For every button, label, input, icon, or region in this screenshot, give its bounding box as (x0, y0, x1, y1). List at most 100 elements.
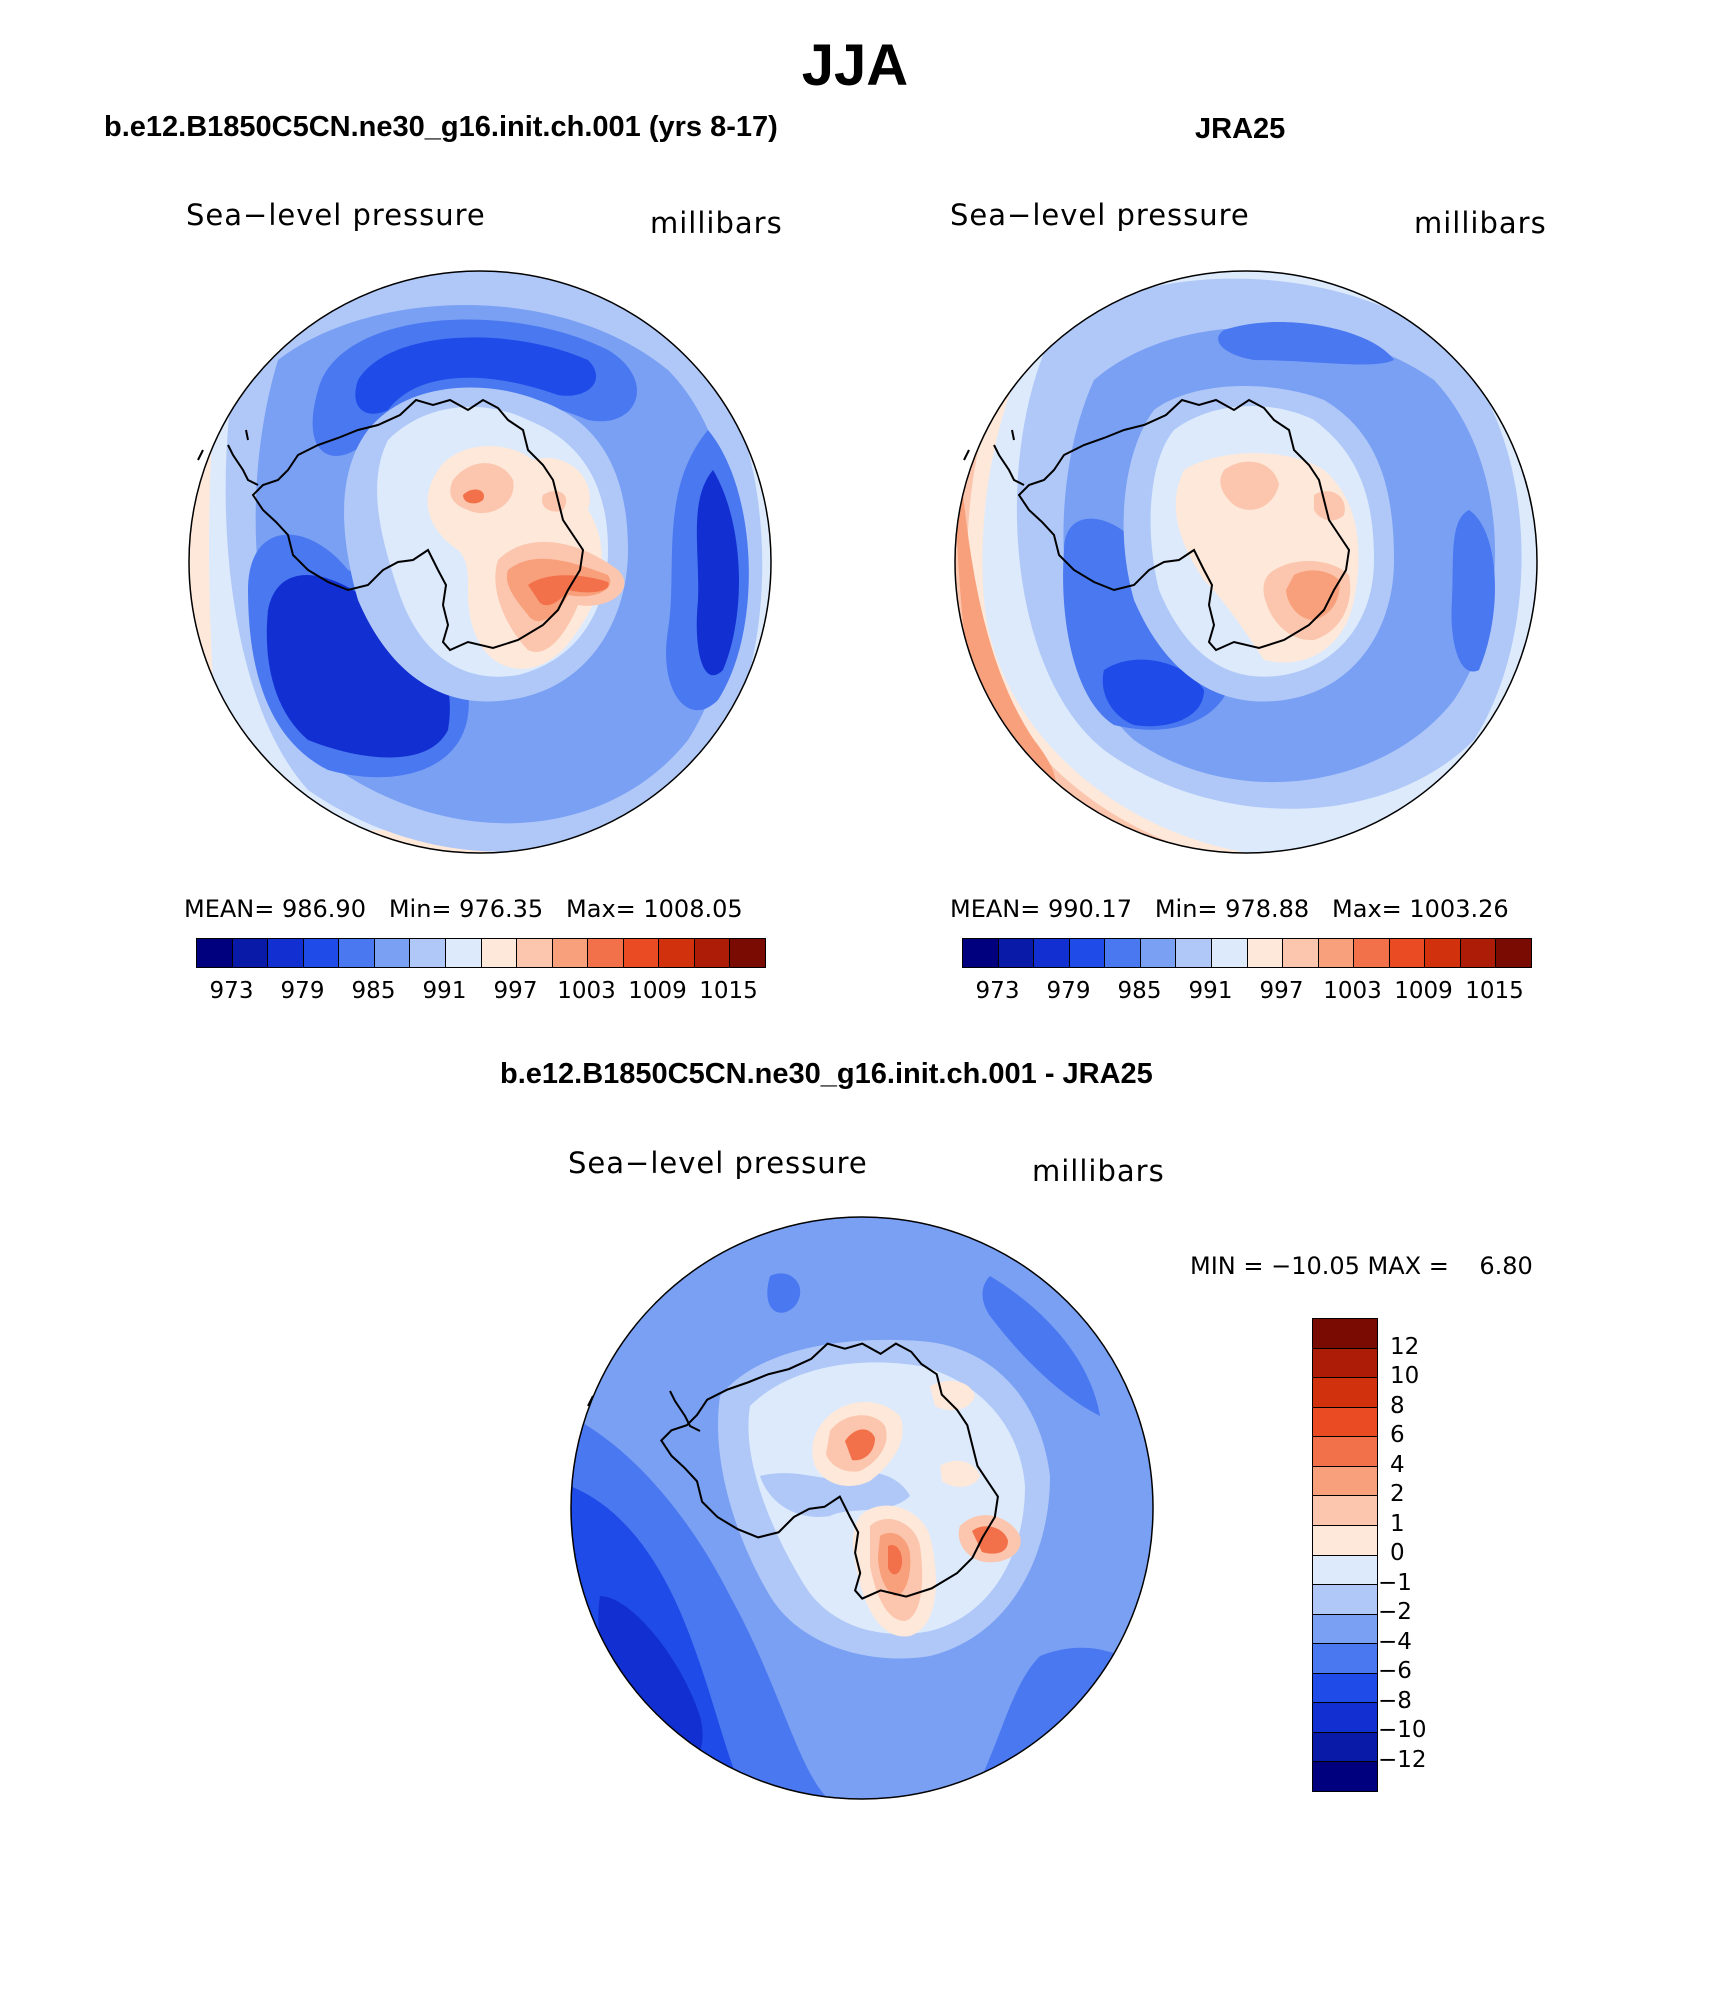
colorbar-tick-label: −8 (1378, 1687, 1412, 1714)
colorbar-tick-label: 979 (280, 978, 325, 1004)
colorbar-tick-label: 997 (1259, 978, 1304, 1004)
colorbar-swatch (517, 939, 553, 967)
colorbar-tick-label: 8 (1390, 1392, 1405, 1419)
colorbar-tick-label: 1 (1390, 1510, 1405, 1537)
colorbar-tick-label: 10 (1390, 1363, 1420, 1389)
colorbar-swatch (1034, 939, 1070, 967)
model-map-border (188, 270, 772, 854)
colorbar-swatch (1313, 1585, 1377, 1615)
diff-polar-map (570, 1216, 1154, 1800)
obs-polar-map (954, 270, 1538, 854)
colorbar-swatch (1389, 939, 1426, 967)
colorbar-swatch (481, 939, 518, 967)
colorbar-tick-label: 973 (975, 978, 1020, 1004)
model-stats: MEAN= 986.90 Min= 976.35 Max= 1008.05 (184, 895, 743, 923)
colorbar-swatch (1313, 1407, 1377, 1438)
colorbar-swatch (1354, 939, 1390, 967)
colorbar-tick-label: 2 (1390, 1481, 1405, 1507)
colorbar-tick-label: 0 (1390, 1540, 1405, 1566)
colorbar-tick-label: 973 (209, 978, 254, 1004)
obs-panel-title: JRA25 (1195, 113, 1286, 145)
model-colorbar (196, 938, 766, 968)
page-title: JJA (801, 33, 909, 98)
model-variable-label: Sea−level pressure (186, 198, 486, 232)
colorbar-swatch (445, 939, 482, 967)
colorbar-swatch (623, 939, 660, 967)
colorbar-tick-label: 991 (422, 978, 467, 1004)
colorbar-swatch (374, 939, 411, 967)
diff-stats: MIN = −10.05 MAX = 6.80 (1190, 1252, 1533, 1280)
colorbar-swatch (1313, 1732, 1377, 1763)
diff-map-border (570, 1216, 1154, 1800)
colorbar-swatch (730, 939, 765, 967)
colorbar-tick-label: −4 (1378, 1628, 1412, 1655)
colorbar-tick-label: −10 (1378, 1717, 1427, 1743)
colorbar-swatch (1140, 939, 1177, 967)
colorbar-swatch (410, 939, 446, 967)
obs-map-border (954, 270, 1538, 854)
colorbar-swatch (1313, 1319, 1377, 1349)
colorbar-swatch (1460, 939, 1497, 967)
diff-units-label: millibars (1032, 1154, 1165, 1188)
colorbar-tick-label: 985 (1117, 978, 1162, 1004)
colorbar-swatch (588, 939, 624, 967)
obs-coastline (963, 398, 1351, 652)
model-units-label: millibars (650, 206, 783, 240)
colorbar-swatch (1069, 939, 1106, 967)
obs-variable-label: Sea−level pressure (950, 198, 1250, 232)
colorbar-tick-label: 985 (351, 978, 396, 1004)
colorbar-swatch (1313, 1673, 1377, 1704)
obs-units-label: millibars (1414, 206, 1547, 240)
colorbar-swatch (1176, 939, 1212, 967)
colorbar-swatch (1496, 939, 1531, 967)
colorbar-tick-label: 6 (1390, 1422, 1405, 1448)
model-coastline (197, 398, 585, 652)
colorbar-swatch (1283, 939, 1319, 967)
colorbar-swatch (1313, 1644, 1377, 1674)
obs-contour-fill (955, 271, 1537, 853)
model-panel-title: b.e12.B1850C5CN.ne30_g16.init.ch.001 (yr… (104, 111, 778, 143)
colorbar-tick-label: 991 (1188, 978, 1233, 1004)
colorbar-tick-label: 4 (1390, 1451, 1405, 1478)
colorbar-tick-label: 1015 (699, 978, 758, 1004)
colorbar-swatch (1313, 1348, 1377, 1379)
colorbar-swatch (1247, 939, 1284, 967)
colorbar-tick-label: 1009 (628, 978, 687, 1004)
diff-colorbar-ticks: 12 10 8 6 4 2 1 0 −1 −2 −4 −6 −8 −10 −12 (1378, 1318, 1466, 1790)
colorbar-swatch (1425, 939, 1461, 967)
model-polar-map (188, 270, 772, 854)
colorbar-tick-label: −12 (1378, 1746, 1427, 1773)
colorbar-swatch (963, 939, 999, 967)
model-colorbar-ticks: 973 979 985 991 997 1003 1009 1015 (196, 978, 764, 1008)
colorbar-swatch (232, 939, 269, 967)
colorbar-swatch (1313, 1555, 1377, 1586)
colorbar-swatch (659, 939, 695, 967)
colorbar-swatch (1105, 939, 1141, 967)
colorbar-tick-label: 1015 (1465, 978, 1524, 1004)
colorbar-tick-label: 997 (493, 978, 538, 1004)
colorbar-swatch (998, 939, 1035, 967)
colorbar-swatch (1313, 1703, 1377, 1733)
colorbar-swatch (339, 939, 375, 967)
colorbar-swatch (197, 939, 233, 967)
colorbar-swatch (1313, 1378, 1377, 1408)
colorbar-swatch (552, 939, 589, 967)
diff-variable-label: Sea−level pressure (568, 1146, 868, 1180)
colorbar-tick-label: −2 (1378, 1599, 1412, 1625)
colorbar-tick-label: 979 (1046, 978, 1091, 1004)
colorbar-swatch (1313, 1525, 1377, 1556)
colorbar-swatch (1313, 1437, 1377, 1467)
colorbar-tick-label: 12 (1390, 1333, 1420, 1360)
model-contour-fill (189, 271, 771, 853)
colorbar-tick-label: 1009 (1394, 978, 1453, 1004)
colorbar-tick-label: 1003 (1323, 978, 1382, 1004)
colorbar-swatch (303, 939, 340, 967)
colorbar-swatch (1313, 1614, 1377, 1645)
obs-stats: MEAN= 990.17 Min= 978.88 Max= 1003.26 (950, 895, 1509, 923)
obs-colorbar-ticks: 973 979 985 991 997 1003 1009 1015 (962, 978, 1530, 1008)
diff-contour-fill (571, 1217, 1153, 1799)
obs-colorbar (962, 938, 1532, 968)
colorbar-swatch (1313, 1762, 1377, 1791)
colorbar-tick-label: −6 (1378, 1658, 1412, 1684)
colorbar-tick-label: 1003 (557, 978, 616, 1004)
